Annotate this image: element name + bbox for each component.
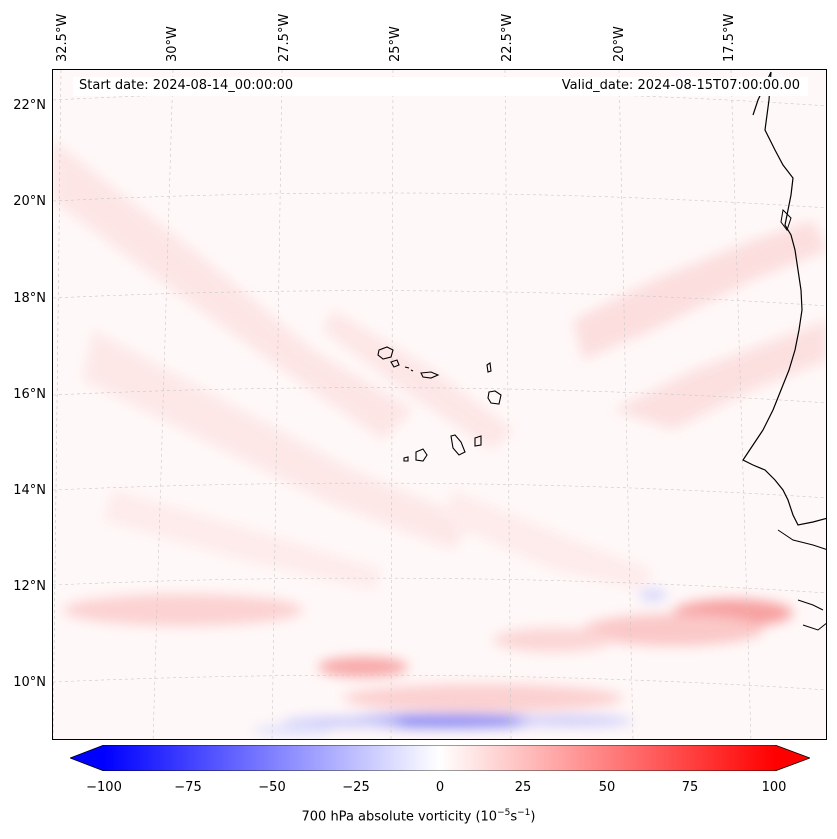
lat-label: 12°N	[13, 579, 46, 594]
lat-label: 20°N	[13, 194, 46, 209]
colorbar-tick: 0	[435, 780, 445, 795]
colorbar-tick: 50	[598, 780, 616, 795]
lon-label: 20°W	[612, 26, 627, 62]
colorbar-tick: −100	[86, 780, 122, 795]
lat-label: 16°N	[13, 387, 46, 402]
lon-label: 22.5°W	[500, 13, 515, 62]
start-date-label: Start date: 2024-08-14_00:00:00	[79, 78, 294, 93]
lon-label: 17.5°W	[722, 13, 737, 62]
colorbar-tick: −25	[342, 780, 370, 795]
lat-label: 18°N	[13, 291, 46, 306]
coast-south	[777, 529, 826, 550]
colorbar	[68, 744, 812, 772]
lon-label: 32.5°W	[55, 13, 70, 62]
colorbar-tick: −75	[174, 780, 202, 795]
lat-label: 10°N	[13, 675, 46, 690]
map-area[interactable]	[52, 69, 827, 740]
vorticity-bands	[53, 140, 826, 590]
colorbar-min-extend	[70, 745, 104, 771]
valid-date-label: Valid_date: 2024-08-15T07:00:00.00	[561, 78, 800, 93]
colorbar-tick: −50	[258, 780, 286, 795]
colorbar-tick: 25	[514, 780, 532, 795]
colorbar-svg	[68, 744, 812, 772]
colorbar-max-extend	[775, 745, 810, 771]
lon-label: 27.5°W	[277, 13, 292, 62]
colorbar-title: 700 hPa absolute vorticity (10−5s−1)	[301, 808, 536, 825]
map-svg	[53, 70, 826, 739]
lon-label: 25°W	[388, 26, 403, 62]
colorbar-gradient	[104, 745, 775, 771]
colorbar-tick: 100	[761, 780, 787, 795]
colorbar-tick: 75	[681, 780, 699, 795]
coast-islands-south	[797, 599, 826, 631]
coast-inlet	[780, 208, 792, 232]
gridlines	[53, 70, 826, 739]
lon-label: 30°W	[165, 26, 180, 62]
lat-label: 14°N	[13, 483, 46, 498]
southern-features	[63, 589, 793, 736]
cape-verde-islands	[377, 346, 502, 462]
info-bar	[73, 77, 808, 96]
lat-label: 22°N	[13, 98, 46, 113]
